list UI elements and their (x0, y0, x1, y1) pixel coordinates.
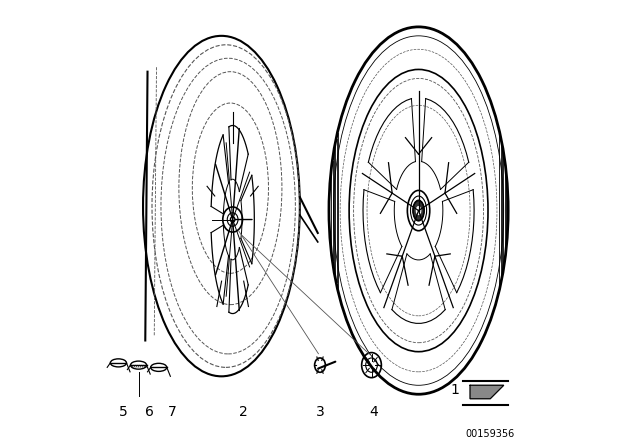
Text: 1: 1 (450, 383, 459, 397)
Ellipse shape (230, 217, 235, 222)
Text: 7: 7 (168, 405, 177, 419)
Text: 2: 2 (239, 405, 248, 419)
Ellipse shape (416, 207, 421, 215)
Polygon shape (470, 385, 504, 399)
Text: 4: 4 (369, 405, 378, 419)
Text: 00159356: 00159356 (466, 429, 515, 439)
Ellipse shape (413, 201, 424, 220)
Text: 6: 6 (145, 405, 154, 419)
Text: 5: 5 (118, 405, 127, 419)
Text: 3: 3 (316, 405, 324, 419)
